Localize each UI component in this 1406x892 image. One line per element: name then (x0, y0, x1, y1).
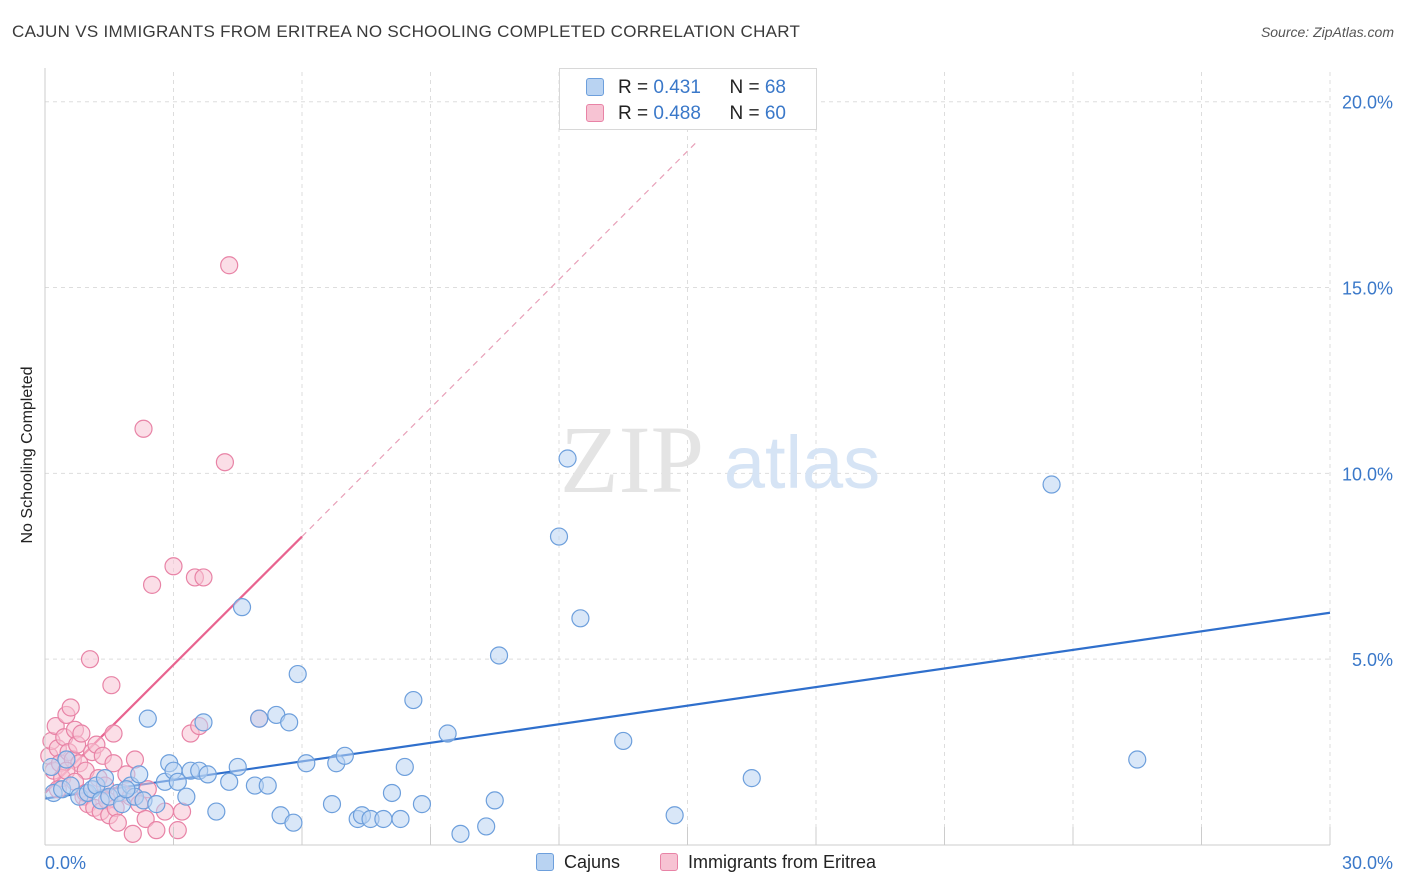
point-cajuns (284, 813, 303, 832)
point-eritrea (104, 754, 123, 773)
point-cajuns (57, 750, 76, 769)
legend-n-label: N = (729, 77, 765, 98)
point-cajuns (438, 724, 457, 743)
point-cajuns (280, 713, 299, 732)
point-cajuns (297, 754, 316, 773)
point-cajuns (42, 757, 61, 777)
point-cajuns (742, 769, 761, 788)
point-cajuns (194, 713, 213, 732)
point-cajuns (404, 690, 423, 710)
trendline-cajuns (44, 611, 1331, 800)
point-eritrea (80, 650, 100, 669)
bottom-legend-eritrea: Immigrants from Eritrea (660, 852, 876, 873)
trendline-eritrea-extension (301, 142, 697, 537)
correlation-legend: R = 0.431 N = 68 R = 0.488 N = 60 (559, 68, 817, 130)
point-cajuns (228, 757, 247, 777)
point-cajuns (232, 598, 252, 617)
point-cajuns (168, 772, 187, 791)
point-cajuns (451, 824, 470, 843)
point-cajuns (198, 765, 217, 784)
watermark: ZIP atlas (560, 406, 880, 513)
point-cajuns (489, 646, 509, 665)
point-cajuns (220, 772, 239, 791)
point-cajuns (391, 809, 410, 829)
point-cajuns (571, 609, 590, 628)
point-eritrea (168, 821, 187, 840)
series-cajuns (42, 449, 1147, 843)
legend-r-value-cajuns: 0.431 (653, 77, 701, 98)
legend-r-value-eritrea: 0.488 (653, 103, 701, 124)
bottom-legend-label-eritrea: Immigrants from Eritrea (688, 852, 877, 872)
point-eritrea (61, 698, 80, 717)
watermark-zip: ZIP (560, 406, 704, 513)
legend-swatch-cajuns (586, 78, 604, 96)
series-immigrants-from-eritrea (40, 256, 269, 843)
point-eritrea (164, 557, 183, 576)
legend-n-label: N = (729, 103, 765, 124)
point-eritrea (147, 821, 166, 840)
point-cajuns (95, 769, 115, 788)
point-cajuns (485, 791, 504, 810)
bottom-legend-swatch-cajuns (536, 853, 554, 871)
point-eritrea (215, 453, 234, 472)
point-cajuns (335, 746, 354, 765)
axes (44, 68, 1331, 846)
legend-r-label: R = (618, 77, 654, 98)
point-cajuns (117, 780, 136, 799)
point-cajuns (395, 757, 414, 777)
x-tick-label: 0.0% (45, 853, 86, 873)
y-tick-label: 15.0% (1342, 279, 1393, 299)
point-cajuns (1042, 475, 1061, 494)
point-cajuns (288, 664, 307, 684)
y-tick-label: 5.0% (1352, 650, 1393, 670)
point-eritrea (102, 676, 121, 695)
point-cajuns (207, 802, 226, 821)
chart-title: CAJUN VS IMMIGRANTS FROM ERITREA NO SCHO… (12, 22, 801, 41)
source-credit: Source: ZipAtlas.com (1260, 24, 1394, 40)
point-eritrea (142, 575, 162, 594)
x-tick-labels: 0.0% 30.0% (45, 853, 1393, 873)
legend-r-label: R = (618, 103, 654, 124)
point-eritrea (108, 813, 127, 832)
point-cajuns (258, 776, 277, 795)
point-cajuns (147, 795, 166, 814)
point-cajuns (177, 787, 196, 806)
point-eritrea (123, 824, 142, 843)
point-cajuns (665, 806, 684, 825)
point-eritrea (220, 256, 239, 275)
legend-n-value-eritrea: 60 (764, 103, 786, 124)
point-cajuns (138, 709, 157, 728)
point-eritrea (194, 568, 213, 587)
bottom-legend-swatch-eritrea (660, 853, 678, 871)
point-eritrea (72, 724, 91, 743)
watermark-atlas: atlas (724, 421, 880, 504)
point-cajuns (382, 783, 402, 803)
bottom-legend-label-cajuns: Cajuns (564, 852, 621, 872)
point-cajuns (322, 795, 342, 814)
point-cajuns (614, 731, 633, 751)
point-cajuns (558, 449, 577, 468)
point-cajuns (130, 765, 149, 784)
y-tick-labels: 5.0% 10.0% 15.0% 20.0% (1342, 93, 1393, 670)
point-cajuns (477, 817, 496, 836)
point-cajuns (1128, 750, 1147, 769)
point-cajuns (374, 809, 393, 829)
point-eritrea (104, 724, 123, 743)
bottom-legend-cajuns: Cajuns (536, 852, 620, 873)
y-tick-label: 20.0% (1342, 93, 1393, 113)
legend-n-value-cajuns: 68 (764, 77, 786, 98)
y-tick-label: 10.0% (1342, 464, 1393, 484)
x-tick-label: 30.0% (1342, 853, 1393, 873)
legend-swatch-eritrea (586, 104, 604, 122)
point-cajuns (250, 709, 269, 728)
point-cajuns (549, 527, 569, 546)
point-cajuns (412, 795, 432, 814)
point-eritrea (134, 419, 153, 438)
y-axis-label: No Schooling Completed (19, 366, 36, 544)
point-eritrea (136, 809, 155, 829)
